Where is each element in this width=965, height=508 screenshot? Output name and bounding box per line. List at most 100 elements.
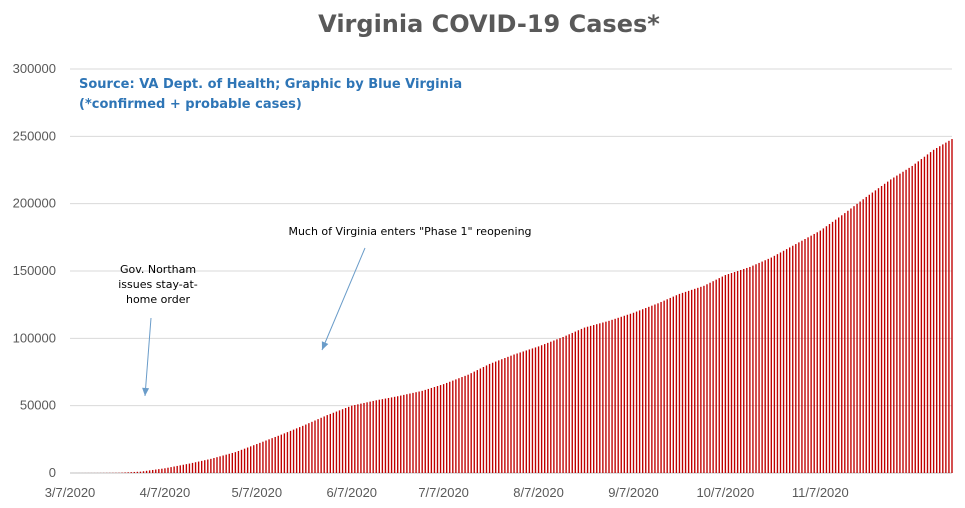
- bar: [274, 436, 276, 473]
- bar: [240, 449, 243, 473]
- x-tick-label: 5/7/2020: [232, 485, 283, 500]
- bar: [761, 261, 763, 473]
- bar: [645, 308, 647, 473]
- bar: [871, 192, 874, 473]
- bar: [216, 457, 218, 473]
- bar: [250, 446, 252, 473]
- bar: [381, 399, 384, 473]
- bar: [458, 378, 460, 473]
- bar: [338, 410, 341, 473]
- bar: [155, 469, 157, 473]
- bar: [825, 226, 828, 473]
- bar: [727, 274, 730, 473]
- y-tick-label: 200000: [13, 196, 56, 211]
- bar: [666, 299, 668, 473]
- bar: [393, 396, 396, 473]
- bar: [504, 358, 506, 473]
- bar: [148, 470, 151, 473]
- bar: [914, 163, 916, 473]
- bar: [449, 381, 451, 473]
- bar: [856, 203, 858, 473]
- x-tick-label: 10/7/2020: [696, 485, 754, 500]
- bar: [736, 271, 739, 473]
- bar: [179, 465, 181, 473]
- bar: [470, 373, 472, 473]
- bar: [234, 452, 237, 473]
- bar: [850, 208, 852, 473]
- bar: [767, 258, 769, 473]
- bar: [785, 249, 788, 473]
- bar: [372, 400, 374, 473]
- bar: [452, 380, 454, 473]
- y-tick-label: 250000: [13, 128, 56, 143]
- bar: [770, 257, 772, 473]
- bar: [384, 398, 387, 473]
- bar: [464, 375, 466, 473]
- bar: [715, 279, 717, 473]
- bar: [182, 464, 184, 473]
- bar: [620, 316, 622, 473]
- y-tick-label: 300000: [13, 61, 56, 76]
- bar: [201, 460, 203, 473]
- bar: [874, 190, 877, 473]
- bar: [222, 455, 224, 473]
- bar: [513, 354, 515, 473]
- bar: [599, 323, 601, 473]
- bar: [571, 332, 573, 473]
- bar: [412, 392, 414, 473]
- bar: [488, 363, 491, 473]
- bar: [415, 392, 417, 473]
- bar: [632, 312, 635, 473]
- bar: [586, 326, 589, 473]
- bar: [439, 385, 442, 473]
- bar: [299, 427, 301, 473]
- bar: [210, 458, 212, 473]
- bar: [642, 309, 644, 473]
- bar: [341, 409, 344, 473]
- bar: [902, 171, 904, 473]
- annotation-text: Gov. Northam: [120, 263, 196, 276]
- bar: [589, 325, 592, 473]
- bar: [219, 456, 221, 473]
- bar: [920, 159, 923, 473]
- bar: [194, 462, 197, 473]
- bar: [804, 239, 806, 473]
- bar: [893, 177, 895, 473]
- bar: [491, 362, 494, 473]
- bar: [635, 311, 638, 473]
- bar: [810, 235, 812, 473]
- bar: [675, 295, 678, 473]
- bar: [259, 442, 261, 473]
- bar: [626, 314, 629, 473]
- bar: [308, 423, 310, 473]
- bar: [124, 472, 126, 473]
- bar: [678, 293, 681, 473]
- bar: [133, 471, 135, 473]
- bar: [207, 459, 209, 473]
- bar: [357, 404, 359, 473]
- x-tick-label: 8/7/2020: [513, 485, 564, 500]
- bar: [197, 461, 200, 473]
- bar: [681, 292, 684, 473]
- bar: [418, 391, 420, 473]
- bar: [792, 245, 794, 473]
- bar: [614, 318, 616, 473]
- bar: [743, 268, 745, 473]
- bar: [130, 472, 132, 473]
- bar: [608, 320, 610, 473]
- bar: [387, 397, 390, 473]
- bar: [798, 242, 800, 473]
- bar: [602, 322, 604, 473]
- bar: [139, 471, 142, 473]
- bar: [369, 401, 371, 473]
- bar: [127, 472, 129, 473]
- bar: [819, 230, 821, 473]
- bar: [326, 415, 328, 473]
- annotation-arrowhead: [142, 387, 150, 396]
- bar: [868, 194, 870, 473]
- bar: [246, 447, 249, 473]
- bar: [280, 434, 282, 473]
- bar: [816, 232, 818, 473]
